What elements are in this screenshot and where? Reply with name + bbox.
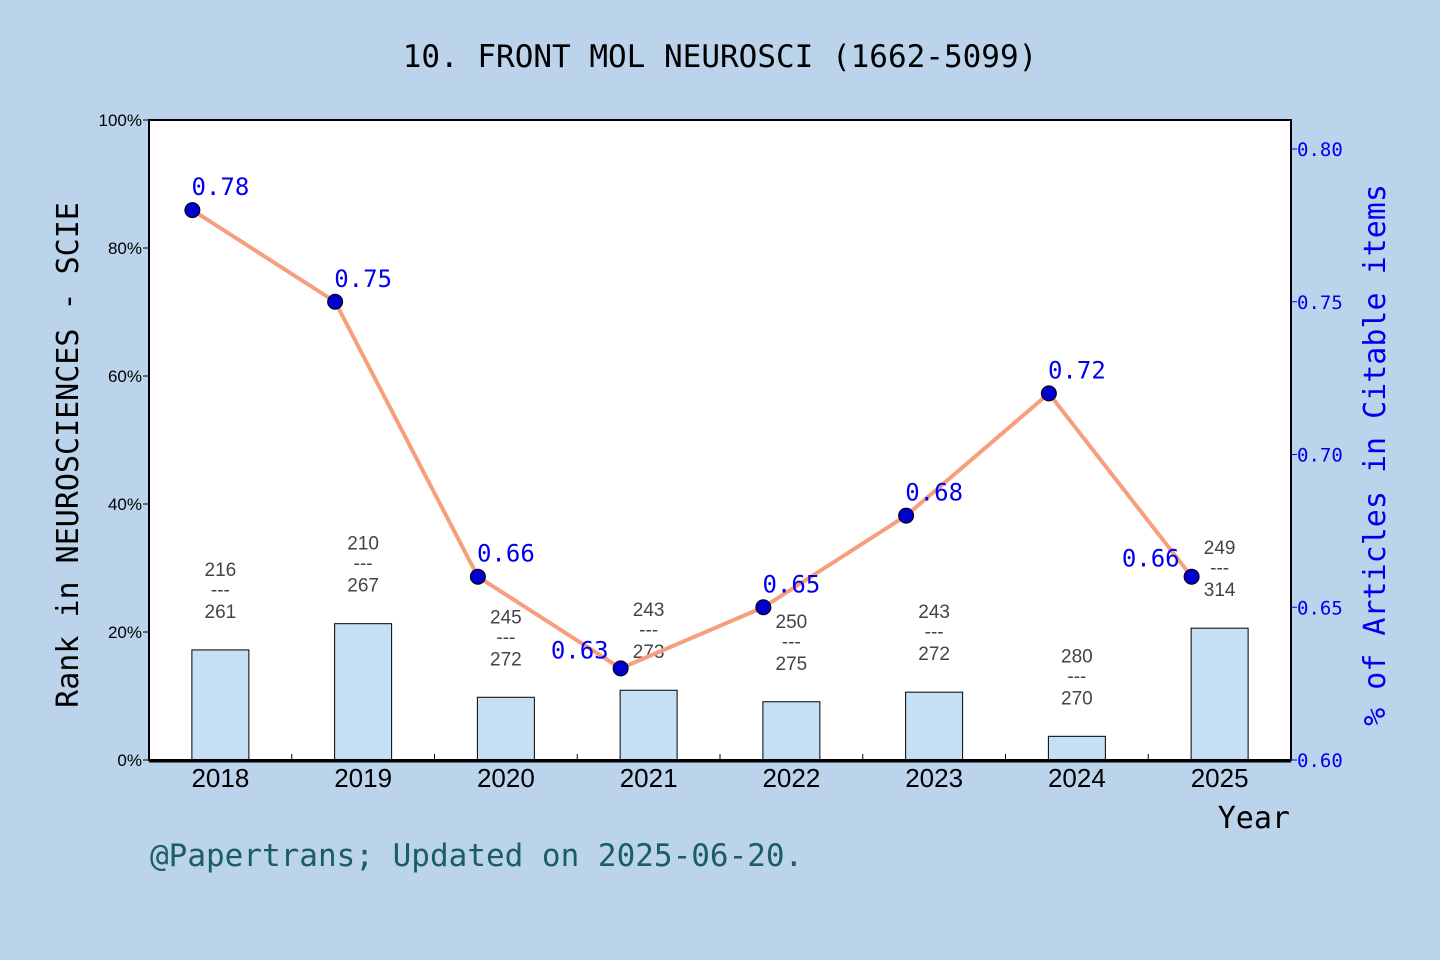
- y-right-tick-label: 0.70: [1297, 445, 1343, 467]
- line-point-2023: [898, 507, 915, 524]
- x-tick-label: 2018: [191, 763, 249, 793]
- bar-2024: [1047, 735, 1106, 761]
- y-axis-left-label: Rank in NEUROSCIENCES - SCIE: [51, 202, 86, 708]
- bar-2022: [762, 701, 821, 761]
- bar-rank-label: 243: [918, 602, 950, 623]
- y-right-tick-label: 0.65: [1297, 597, 1343, 619]
- line-point-2021: [612, 660, 629, 677]
- bar-2018: [191, 649, 250, 761]
- bar-total-label: 314: [1204, 580, 1236, 601]
- bar-rank-label: 280: [1061, 646, 1093, 667]
- bar-rank-label: 216: [205, 560, 237, 581]
- line-series: [191, 208, 1194, 671]
- bar-rank-label: 249: [1204, 538, 1236, 559]
- y-left-tick-label: 20%: [108, 623, 142, 642]
- line-point-2025: [1183, 568, 1200, 585]
- bar-2023: [905, 691, 964, 761]
- bar-2021: [619, 689, 678, 761]
- bar-rank-label: 245: [490, 607, 522, 628]
- line-value-label: 0.65: [762, 570, 820, 598]
- bar-rank-label: 250: [776, 612, 808, 633]
- line-value-label: 0.75: [334, 265, 392, 293]
- x-tick-label: 2020: [477, 763, 535, 793]
- line-point-2019: [327, 293, 344, 310]
- bar-total-label: 272: [918, 644, 950, 665]
- bar-2019: [334, 623, 393, 761]
- plot-area: [149, 120, 1291, 760]
- y-left-tick-label: 40%: [108, 495, 142, 514]
- line-point-2024: [1040, 385, 1057, 402]
- y-right-tick-label: 0.80: [1297, 139, 1343, 161]
- footer-credit: @Papertrans; Updated on 2025-06-20.: [150, 838, 803, 874]
- bar-2025: [1190, 627, 1249, 761]
- x-tick-label: 2024: [1048, 763, 1106, 793]
- x-tick-label: 2022: [762, 763, 820, 793]
- bar-total-label: 267: [347, 576, 379, 597]
- x-axis-label: Year: [1218, 801, 1290, 836]
- y-left-tick-label: 80%: [108, 239, 142, 258]
- line-value-label: 0.72: [1048, 356, 1106, 384]
- bar-separator: ---: [496, 627, 515, 648]
- line-value-label: 0.63: [551, 636, 609, 664]
- bar-separator: ---: [1067, 666, 1086, 687]
- bar-separator: ---: [1210, 558, 1229, 579]
- line-point-2022: [755, 599, 772, 616]
- y-axis-right-label: % of Articles in Citable items: [1358, 184, 1393, 726]
- chart-title: 10. FRONT MOL NEUROSCI (1662-5099): [403, 39, 1038, 75]
- bar-separator: ---: [211, 580, 230, 601]
- bar-separator: ---: [354, 554, 373, 575]
- x-tick-label: 2023: [905, 763, 963, 793]
- bar-total-label: 270: [1061, 688, 1093, 709]
- y-right-tick-label: 0.60: [1297, 750, 1343, 772]
- x-tick-label: 2021: [620, 763, 678, 793]
- line-value-label: 0.66: [477, 540, 535, 568]
- bar-rank-label: 210: [347, 534, 379, 555]
- bar-total-label: 261: [205, 602, 237, 623]
- bar-2020: [476, 696, 535, 761]
- bar-separator: ---: [782, 632, 801, 653]
- x-tick-label: 2025: [1191, 763, 1249, 793]
- bar-total-label: 272: [490, 649, 522, 670]
- line-point-2020: [469, 568, 486, 585]
- bar-separator: ---: [639, 620, 658, 641]
- line-value-label: 0.78: [191, 173, 249, 201]
- line-point-2018: [184, 202, 201, 219]
- line-value-label: 0.66: [1122, 545, 1180, 573]
- bar-total-label: 275: [776, 654, 808, 675]
- bar-separator: ---: [925, 622, 944, 643]
- bar-rank-label: 243: [633, 600, 665, 621]
- y-left-tick-label: 60%: [108, 367, 142, 386]
- y-left-tick-label: 0%: [117, 751, 142, 770]
- x-tick-label: 2019: [334, 763, 392, 793]
- y-left-tick-label: 100%: [99, 111, 142, 130]
- y-right-tick-label: 0.75: [1297, 292, 1343, 314]
- line-value-label: 0.68: [905, 479, 963, 507]
